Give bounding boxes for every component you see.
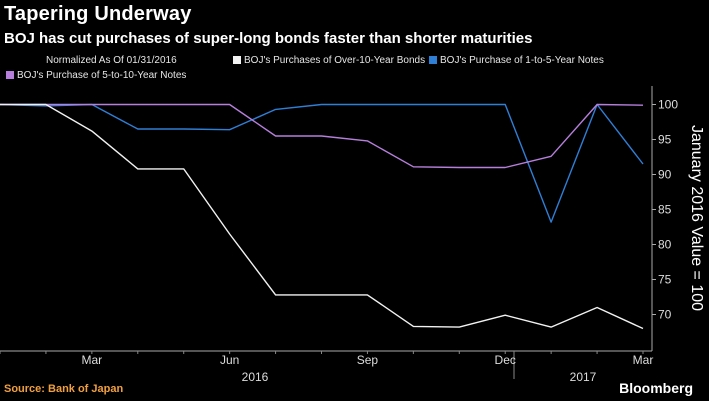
series-line-1-to-5-year [0,103,644,223]
source-note: Source: Bank of Japan [4,383,124,395]
legend-note: Normalized As Of 01/31/2016 [46,55,177,66]
y-tick-label: 90 [658,168,672,182]
legend-label-over-10-year: BOJ's Purchases of Over-10-Year Bonds [244,55,426,66]
y-tick-label: 80 [658,238,672,252]
y-tick-label: 95 [658,133,672,147]
chart-axes [0,86,656,379]
legend-label-5-to-10-year: BOJ's Purchase of 5-to-10-Year Notes [17,70,187,81]
x-tick-label: Mar [633,353,654,367]
legend-swatch-white [233,56,241,64]
x-tick-label: Dec [495,353,516,367]
chart-tick-labels: 100 95 90 85 80 75 70 Mar Jun Sep Dec Mar 2016 2017 Ja… [82,98,705,385]
x-tick-label: Sep [357,353,379,367]
series-line-5-to-10-year [0,103,644,169]
chart-title: Tapering Underway [4,3,192,25]
y-tick-label: 75 [658,273,672,287]
legend-item-over-10-year: BOJ's Purchases of Over-10-Year Bonds [233,55,425,66]
y-tick-label: 85 [658,203,672,217]
legend-swatch-blue [429,56,437,64]
legend-item-5-to-10-year: BOJ's Purchase of 5-to-10-Year Notes [6,70,186,81]
y-tick-label: 70 [658,308,672,322]
x-tick-label: Jun [220,353,239,367]
x-year-label: 2017 [570,370,597,384]
legend-swatch-purple [6,71,14,79]
y-axis-label: January 2016 Value = 100 [688,125,705,311]
y-tick-label: 100 [658,98,678,112]
legend-label-1-to-5-year: BOJ's Purchase of 1-to-5-Year Notes [440,55,604,66]
chart-series [0,103,644,330]
legend-item-1-to-5-year: BOJ's Purchase of 1-to-5-Year Notes [429,55,604,66]
series-line-over-10-year [0,103,644,330]
x-tick-label: Mar [82,353,103,367]
brand-logo: Bloomberg [619,380,693,396]
x-year-label: 2016 [242,370,269,384]
chart-subtitle: BOJ has cut purchases of super-long bond… [4,30,533,47]
